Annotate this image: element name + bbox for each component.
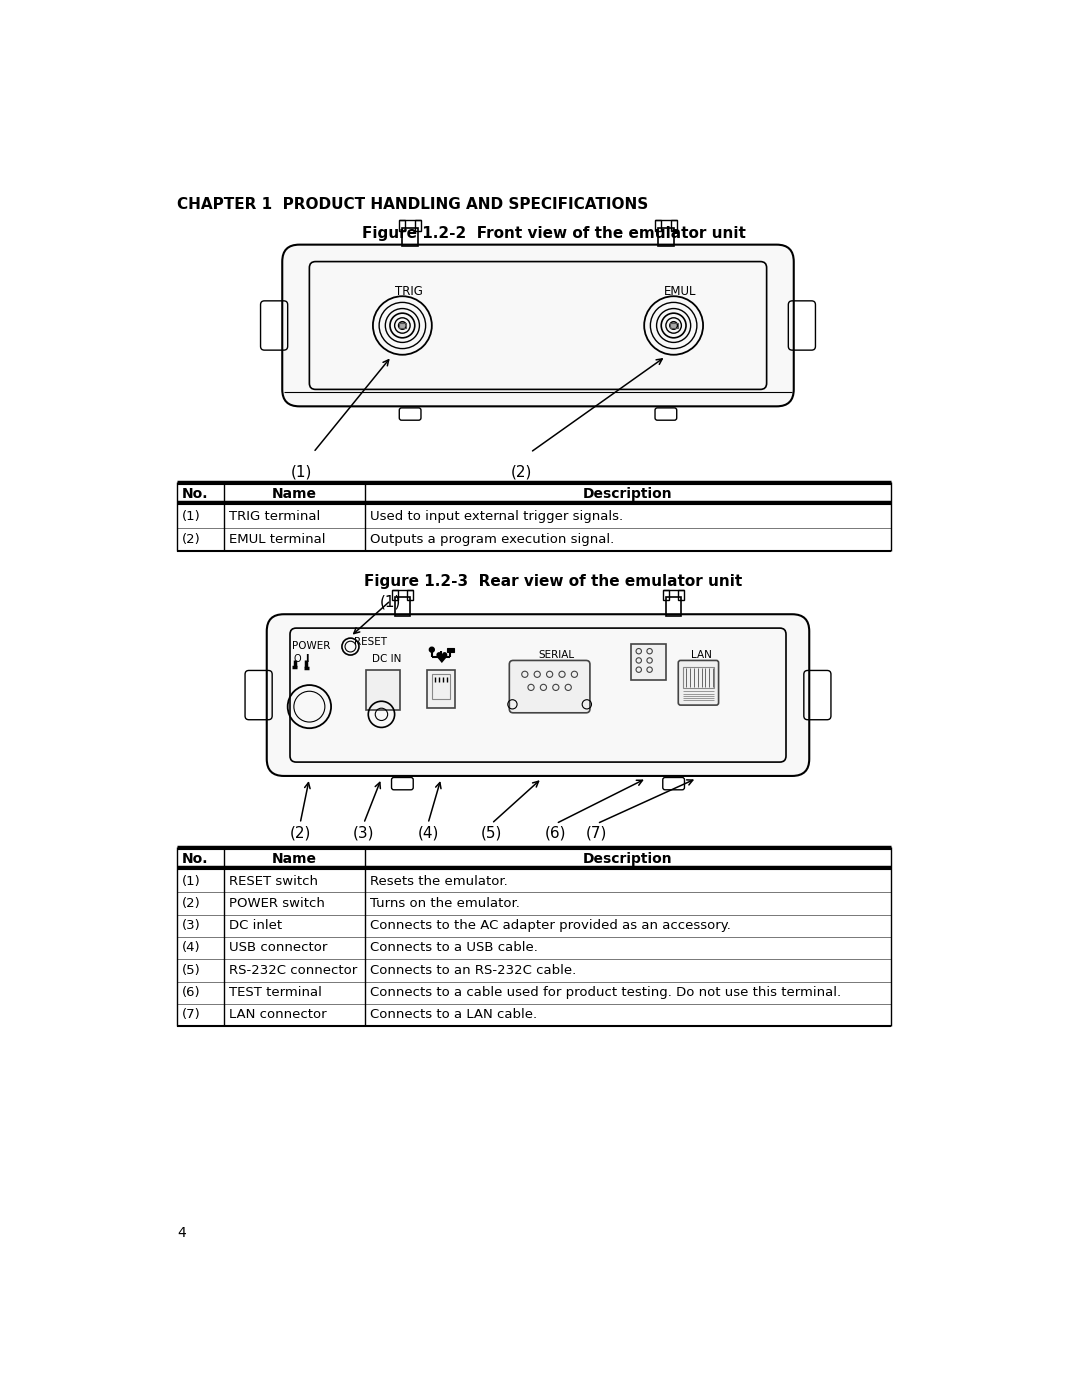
Text: RS-232C connector: RS-232C connector xyxy=(229,964,357,977)
Text: Connects to a LAN cable.: Connects to a LAN cable. xyxy=(369,1009,537,1021)
Text: Outputs a program execution signal.: Outputs a program execution signal. xyxy=(369,532,615,546)
Text: O: O xyxy=(293,654,300,665)
Text: EMUL: EMUL xyxy=(664,285,697,299)
Text: USB connector: USB connector xyxy=(229,942,327,954)
Circle shape xyxy=(430,647,434,652)
FancyBboxPatch shape xyxy=(267,615,809,775)
Text: Figure 1.2-3  Rear view of the emulator unit: Figure 1.2-3 Rear view of the emulator u… xyxy=(364,574,743,590)
Text: (4): (4) xyxy=(181,942,200,954)
Text: (6): (6) xyxy=(545,826,567,841)
Text: 4: 4 xyxy=(177,1227,186,1241)
Text: Used to input external trigger signals.: Used to input external trigger signals. xyxy=(369,510,623,522)
Text: TRIG terminal: TRIG terminal xyxy=(229,510,320,522)
Bar xyxy=(656,219,661,231)
Text: SERIAL: SERIAL xyxy=(539,650,575,659)
Text: Description: Description xyxy=(583,488,673,502)
Text: TRIG: TRIG xyxy=(394,285,422,299)
Text: EMUL terminal: EMUL terminal xyxy=(229,532,325,546)
Text: Connects to the AC adapter provided as an accessory.: Connects to the AC adapter provided as a… xyxy=(369,919,731,932)
Text: LAN: LAN xyxy=(691,650,712,659)
Bar xyxy=(666,598,681,616)
Bar xyxy=(403,228,418,246)
FancyBboxPatch shape xyxy=(678,661,718,705)
Bar xyxy=(428,669,455,708)
Text: DC inlet: DC inlet xyxy=(229,919,282,932)
Bar xyxy=(671,219,677,231)
Text: Connects to a cable used for product testing. Do not use this terminal.: Connects to a cable used for product tes… xyxy=(369,986,841,999)
Bar xyxy=(631,644,666,680)
Text: POWER: POWER xyxy=(292,641,329,651)
Text: (2): (2) xyxy=(181,897,200,909)
Text: (6): (6) xyxy=(181,986,200,999)
Text: I: I xyxy=(306,654,309,665)
FancyBboxPatch shape xyxy=(282,244,794,407)
Bar xyxy=(415,219,421,231)
Text: RESET: RESET xyxy=(353,637,387,647)
Bar xyxy=(447,648,454,652)
Bar xyxy=(407,590,414,601)
Text: Resets the emulator.: Resets the emulator. xyxy=(369,875,508,887)
Bar xyxy=(394,598,410,616)
Text: RESET switch: RESET switch xyxy=(229,875,318,887)
Text: Name: Name xyxy=(272,852,318,866)
Text: TEST terminal: TEST terminal xyxy=(229,986,322,999)
Bar xyxy=(658,228,674,246)
Bar xyxy=(683,666,714,689)
Text: (1): (1) xyxy=(380,594,402,609)
Text: (2): (2) xyxy=(510,464,531,479)
Text: (5): (5) xyxy=(481,826,502,841)
Text: (1): (1) xyxy=(291,464,312,479)
Bar xyxy=(670,323,677,328)
Text: (7): (7) xyxy=(586,826,608,841)
Text: (1): (1) xyxy=(181,875,200,887)
Bar xyxy=(663,590,669,601)
Bar xyxy=(399,323,406,328)
Text: (7): (7) xyxy=(181,1009,200,1021)
Circle shape xyxy=(399,321,406,330)
Text: (5): (5) xyxy=(181,964,200,977)
Text: (2): (2) xyxy=(181,532,200,546)
FancyBboxPatch shape xyxy=(510,661,590,712)
Text: POWER switch: POWER switch xyxy=(229,897,325,909)
Text: (3): (3) xyxy=(353,826,375,841)
Circle shape xyxy=(670,321,677,330)
Text: Description: Description xyxy=(583,852,673,866)
Text: Connects to an RS-232C cable.: Connects to an RS-232C cable. xyxy=(369,964,576,977)
Text: Connects to a USB cable.: Connects to a USB cable. xyxy=(369,942,538,954)
Bar xyxy=(366,669,400,710)
Bar xyxy=(400,219,405,231)
Bar xyxy=(678,590,685,601)
Bar xyxy=(392,590,397,601)
Text: CHAPTER 1  PRODUCT HANDLING AND SPECIFICATIONS: CHAPTER 1 PRODUCT HANDLING AND SPECIFICA… xyxy=(177,197,648,212)
Text: No.: No. xyxy=(181,488,208,502)
Text: Turns on the emulator.: Turns on the emulator. xyxy=(369,897,519,909)
Text: (3): (3) xyxy=(181,919,200,932)
Text: (2): (2) xyxy=(289,826,311,841)
Text: ♥: ♥ xyxy=(434,651,448,666)
Text: (1): (1) xyxy=(181,510,200,522)
Bar xyxy=(432,675,450,698)
Text: DC IN: DC IN xyxy=(373,654,402,665)
Text: (4): (4) xyxy=(417,826,438,841)
Text: Name: Name xyxy=(272,488,318,502)
Text: LAN connector: LAN connector xyxy=(229,1009,326,1021)
Text: Figure 1.2-2  Front view of the emulator unit: Figure 1.2-2 Front view of the emulator … xyxy=(362,226,745,242)
Text: No.: No. xyxy=(181,852,208,866)
